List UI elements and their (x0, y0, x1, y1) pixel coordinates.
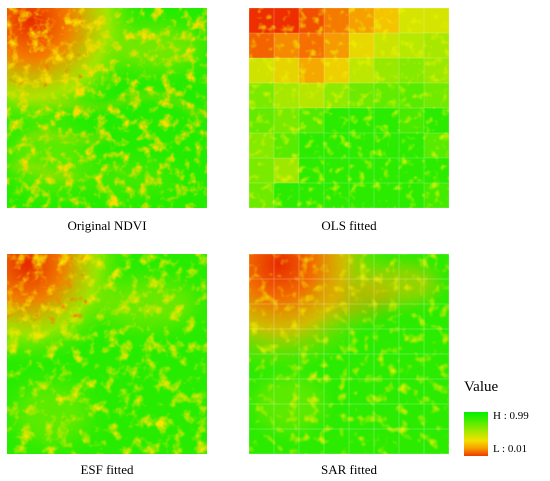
legend-low-label: L : 0.01 (493, 443, 528, 455)
esf-fitted-raster (7, 254, 207, 454)
sar-fitted-map (249, 254, 449, 454)
legend-title: Value (464, 379, 499, 395)
legend-color-ramp (464, 412, 488, 456)
original-ndvi-caption: Original NDVI (67, 218, 147, 233)
original-ndvi-map (7, 8, 207, 208)
esf-fitted-map (7, 254, 207, 454)
ols-fitted-raster (249, 8, 449, 208)
original-ndvi-raster (7, 8, 207, 208)
esf-fitted-caption: ESF fitted (80, 462, 134, 477)
legend-high-label: H : 0.99 (493, 410, 529, 422)
ols-fitted-map (249, 8, 449, 208)
value-legend: Value H : 0.99 L : 0.01 (464, 378, 548, 458)
ols-fitted-caption: OLS fitted (321, 218, 377, 233)
sar-fitted-raster (249, 254, 449, 454)
sar-fitted-caption: SAR fitted (321, 462, 377, 477)
